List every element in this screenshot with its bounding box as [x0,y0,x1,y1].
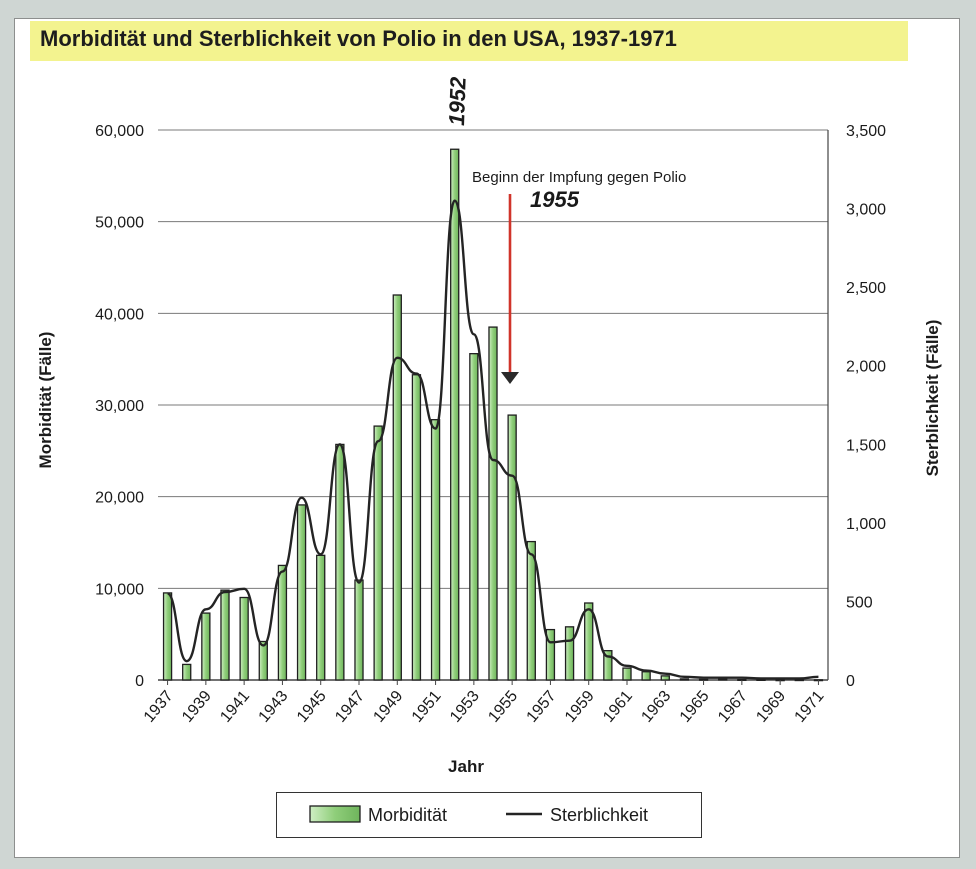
bar-morbidity-1960 [603,650,613,681]
x-tick-label: 1955 [485,688,521,726]
mortality-line [166,199,819,680]
x-tick-label: 1963 [638,688,674,726]
bar-morbidity-1956 [526,540,536,681]
x-tick-label: 1957 [524,688,560,726]
x-tick-label: 1969 [753,688,789,726]
handwritten-1952: 1952 [444,76,471,127]
bar-morbidity-1939 [201,612,211,681]
bar-morbidity-1966 [718,678,728,681]
title-highlight [30,21,908,61]
bar-morbidity-1955 [507,414,517,681]
bar-morbidity-1961 [622,667,632,681]
bar-morbidity-1938 [182,663,192,681]
y-left-tick-label: 20,000 [95,490,144,507]
handwritten-1955: 1955 [530,187,580,212]
x-tick-label: 1937 [141,688,177,726]
bar-morbidity-1964 [679,678,690,681]
bar-morbidity-1946 [335,443,345,681]
x-tick-label: 1945 [294,688,330,726]
x-axis-title: Jahr [448,757,484,776]
bar-morbidity-1951 [430,419,441,681]
y-axis-left-title: Morbidität (Fälle) [36,332,55,469]
y-right-tick-label: 2,500 [846,280,886,297]
bar-morbidity-1940 [220,589,230,681]
bar-morbidity-1947 [354,579,364,681]
vaccination-arrow-head [501,372,519,384]
bar-morbidity-1958 [564,626,575,681]
y-left-tick-label: 60,000 [95,123,144,140]
bar-morbidity-1970 [794,679,804,682]
vaccination-annotation: Beginn der Impfung gegen Polio [472,169,686,186]
y-right-tick-label: 0 [846,673,855,690]
x-tick-label: 1943 [256,688,292,726]
y-axis-right-title: Sterblichkeit (Fälle) [923,320,942,477]
bar-morbidity-1959 [584,602,594,681]
bar-morbidity-1948 [373,425,383,681]
bar-morbidity-1950 [411,374,422,681]
bar-morbidity-1962 [641,671,651,681]
y-left-tick-label: 50,000 [95,215,144,232]
y-right-tick-label: 1,000 [846,516,886,533]
legend-bar-swatch [309,805,361,823]
y-left-tick-label: 10,000 [95,581,144,598]
bar-morbidity-1952 [450,148,460,681]
bar-morbidity-1953 [469,353,479,681]
legend-bar-label: Morbidität [368,805,447,825]
y-left-tick-label: 30,000 [95,398,144,415]
y-right-tick-label: 3,000 [846,202,886,219]
bar-morbidity-1943 [277,564,288,681]
bar-morbidity-1944 [296,504,307,681]
x-tick-label: 1949 [370,688,406,726]
bar-morbidity-1937 [162,592,173,681]
bar-morbidity-1945 [316,554,326,681]
legend-line-label: Sterblichkeit [550,805,648,825]
bar-morbidity-1954 [488,326,498,681]
x-tick-label: 1947 [332,688,368,726]
y-left-tick-label: 40,000 [95,306,144,323]
y-right-tick-label: 500 [846,594,873,611]
x-tick-label: 1959 [562,688,598,726]
y-right-tick-label: 1,500 [846,437,886,454]
bar-morbidity-1949 [392,294,402,681]
x-tick-label: 1965 [677,688,713,726]
bar-morbidity-1941 [239,596,249,681]
x-tick-label: 1967 [715,688,751,726]
x-tick-label: 1961 [600,688,636,726]
bar-morbidity-1963 [660,675,670,681]
y-right-tick-label: 3,500 [846,123,886,140]
x-tick-label: 1951 [409,688,445,726]
x-tick-label: 1971 [792,688,828,726]
x-tick-label: 1939 [179,688,215,726]
x-tick-label: 1941 [217,688,253,726]
y-left-tick-label: 0 [135,673,144,690]
x-tick-label: 1953 [447,688,483,726]
bar-morbidity-1942 [258,640,268,681]
chart-title: Morbidität und Sterblichkeit von Polio i… [40,26,677,51]
y-right-tick-label: 2,000 [846,359,886,376]
bar-morbidity-1968 [756,678,766,681]
